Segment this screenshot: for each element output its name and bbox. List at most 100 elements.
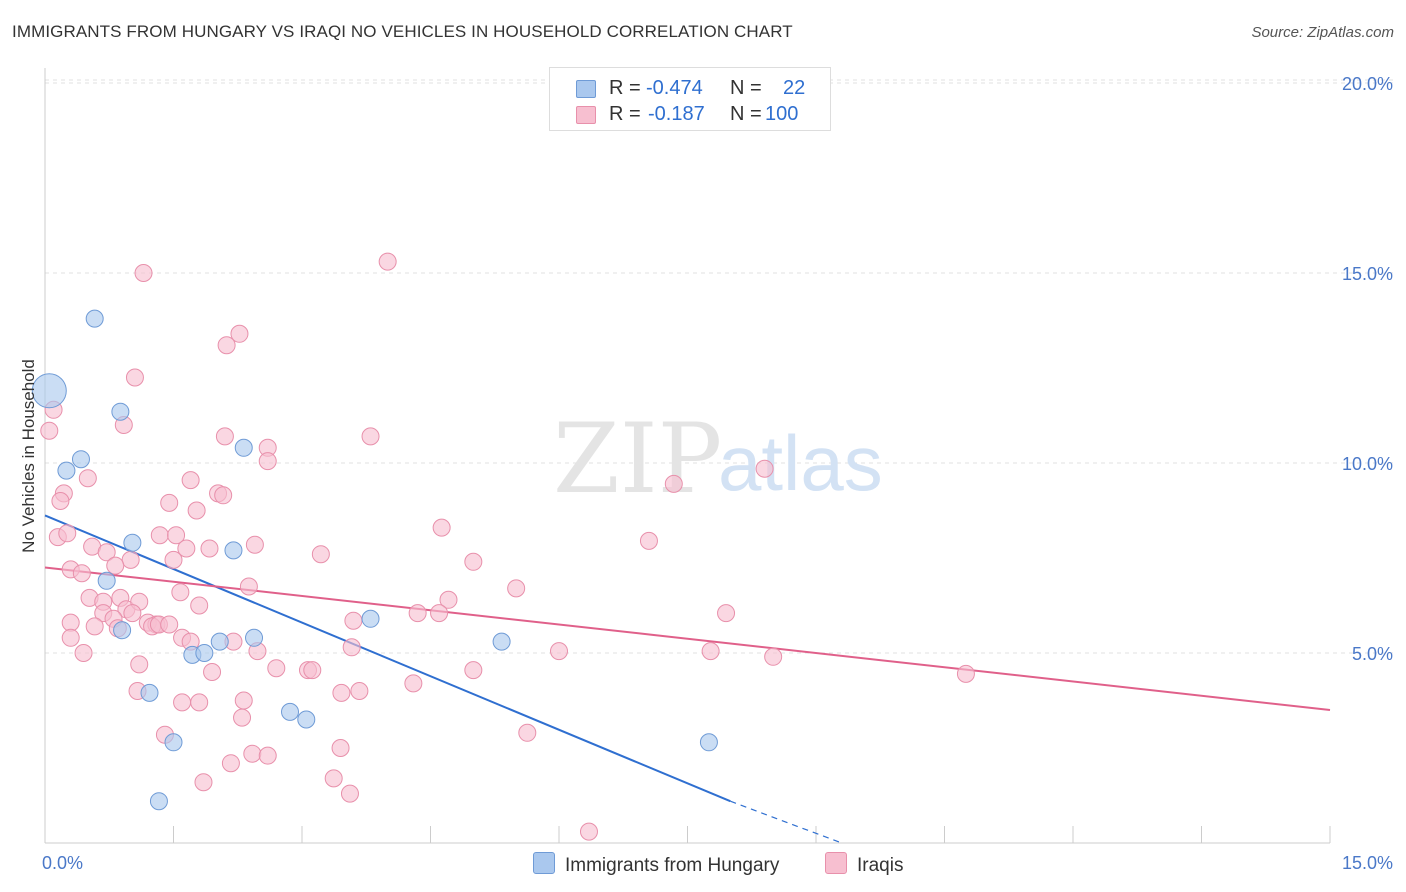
iraqis-point (432, 518, 451, 537)
iraqis-point (164, 550, 183, 569)
iraqis-point (230, 324, 249, 343)
iraqis-point (190, 693, 209, 712)
correlation-legend: R = -0.474 N = 22 R = -0.187 N = 100 (549, 67, 831, 131)
trendline-iraqis (44, 566, 1331, 711)
iraqis-point (167, 526, 186, 545)
iraqis-point (40, 421, 59, 440)
bottom-legend-swatch-iraqis (825, 852, 847, 874)
iraqis-point (177, 539, 196, 558)
iraqis-point (344, 611, 363, 630)
hungary-point (492, 632, 511, 651)
trendline-hungary (44, 514, 731, 803)
iraqis-point (258, 746, 277, 765)
x-tick-label: 15.0% (1342, 853, 1393, 873)
bottom-legend-label-hungary: Immigrants from Hungary (565, 855, 780, 876)
legend-row-iraqis: R = -0.187 N = 100 (550, 103, 830, 127)
iraqis-point (234, 691, 253, 710)
iraqis-point (130, 655, 149, 674)
legend-n-value: 100 (765, 103, 799, 125)
iraqis-point (221, 754, 240, 773)
iraqis-point (350, 682, 369, 700)
legend-r-value: -0.187 (648, 103, 705, 125)
iraqis-point (106, 556, 125, 575)
hungary-point (123, 533, 142, 552)
iraqis-point (342, 638, 361, 657)
iraqis-point (464, 552, 483, 571)
iraqis-point (332, 683, 351, 702)
iraqis-point (267, 659, 286, 678)
hungary-point (111, 402, 130, 421)
x-tick-label: 0.0% (42, 853, 83, 873)
y-tick-label: 20.0% (1342, 74, 1393, 94)
iraqis-point (378, 252, 397, 271)
legend-r-value: -0.474 (646, 77, 703, 99)
legend-n-label: N = (730, 103, 762, 125)
hungary-point (195, 644, 214, 662)
iraqis-point (85, 617, 104, 636)
iraqis-point (214, 486, 233, 505)
iraqis-point (404, 674, 423, 693)
iraqis-point (97, 543, 116, 562)
iraqis-point (61, 613, 80, 632)
iraqis-point (171, 583, 190, 602)
iraqis-point (190, 596, 209, 615)
iraqis-point (78, 469, 97, 488)
iraqis-point (243, 744, 262, 763)
legend-r-label: R = (609, 103, 641, 125)
y-axis-title: No Vehicles in Household (19, 359, 38, 553)
chart-title: IMMIGRANTS FROM HUNGARY VS IRAQI NO VEHI… (12, 22, 793, 41)
y-tick-label: 5.0% (1352, 644, 1393, 664)
bottom-legend-swatch-hungary (533, 852, 555, 874)
hungary-point (699, 733, 718, 752)
iraqis-point (160, 615, 179, 634)
legend-n-value: 22 (783, 77, 806, 99)
iraqis-point (245, 535, 264, 554)
iraqis-point (217, 336, 236, 355)
hungary-point (210, 632, 229, 651)
iraqis-point (311, 545, 330, 564)
iraqis-point (550, 642, 568, 661)
iraqis-point (518, 723, 537, 742)
iraqis-point (61, 628, 80, 647)
legend-n-label: N = (730, 77, 762, 99)
iraqis-point (160, 493, 179, 512)
iraqis-point (361, 427, 380, 446)
y-tick-label: 15.0% (1342, 264, 1393, 284)
iraqis-point (215, 427, 234, 446)
iraqis-point (956, 664, 975, 683)
hungary-point (361, 609, 380, 628)
trendline-hungary-extension (730, 800, 842, 844)
iraqis-point (764, 647, 783, 666)
bottom-legend-iraqis: Iraqis (825, 852, 903, 877)
iraqis-point (439, 590, 458, 609)
hungary-point (281, 702, 300, 721)
iraqis-point (150, 526, 169, 545)
hungary-point (164, 733, 183, 752)
iraqis-point (134, 264, 153, 282)
legend-row-hungary: R = -0.474 N = 22 (550, 77, 830, 101)
hungary-point (245, 628, 264, 647)
hungary-point (85, 309, 104, 328)
iraqis-point (233, 708, 252, 727)
iraqis-point (121, 550, 140, 569)
iraqis-point (72, 564, 91, 583)
iraqis-point (203, 663, 222, 681)
iraqis-point (408, 604, 427, 623)
iraqis-point (755, 459, 774, 478)
hungary-point (31, 373, 67, 409)
iraqis-point (200, 539, 219, 558)
hungary-point (140, 683, 159, 702)
iraqis-point (51, 492, 70, 510)
iraqis-point (123, 604, 142, 623)
hungary-point (297, 710, 316, 729)
hungary-point (149, 792, 168, 811)
source-label: Source: ZipAtlas.com (1251, 24, 1394, 41)
watermark-atlas: atlas (718, 419, 883, 507)
hungary-point (234, 438, 253, 457)
bottom-legend-label-iraqis: Iraqis (857, 855, 904, 876)
hungary-point (57, 461, 76, 480)
iraqis-point (664, 474, 683, 493)
iraqis-point (58, 524, 77, 543)
iraqis-point (430, 604, 449, 623)
hungary-point (224, 541, 243, 560)
